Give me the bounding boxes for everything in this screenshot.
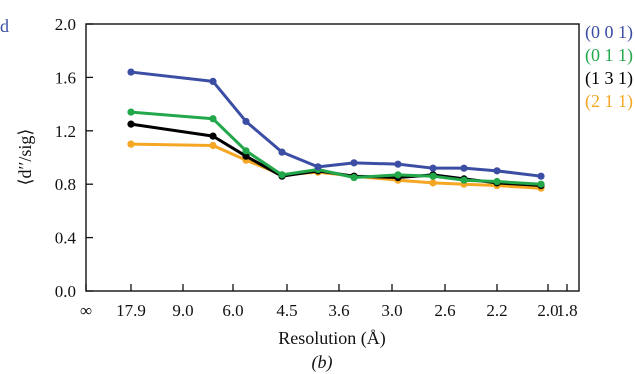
y-tick-label: 1.2: [55, 122, 76, 141]
data-point: [350, 173, 358, 182]
data-point: [314, 163, 322, 171]
x-tick-label: 17.9: [116, 301, 146, 320]
data-point: [209, 77, 217, 86]
x-tick-label: 3.6: [328, 301, 349, 320]
data-point: [209, 141, 217, 150]
data-point: [460, 176, 468, 184]
legend-entry: (0 1 1): [585, 45, 633, 66]
x-axis-label: Resolution (Å): [278, 328, 386, 349]
y-tick-label: 0.0: [55, 282, 76, 301]
x-axis: ∞ 17.9 9.0 6.0 4.5 3.6 3.0 2.6 2.2 2.01.8: [80, 284, 578, 320]
data-point: [493, 177, 501, 186]
legend-entry: (1 3 1): [585, 68, 633, 89]
y-tick-label: 2.0: [55, 15, 76, 34]
data-point: [127, 108, 135, 116]
data-point: [242, 147, 250, 155]
data-point: [537, 180, 545, 188]
x-tick-label: 4.5: [276, 301, 297, 320]
data-point: [242, 152, 250, 160]
data-point: [127, 140, 135, 148]
data-point: [278, 171, 286, 179]
panel-label: (b): [312, 352, 333, 373]
legend-entry: (2 1 1): [585, 91, 633, 112]
x-tick-label: 6.0: [222, 301, 243, 320]
data-point: [460, 164, 468, 172]
data-point: [429, 172, 437, 180]
data-point: [350, 159, 358, 167]
data-point: [242, 117, 250, 126]
data-point: [394, 171, 402, 179]
data-point: [278, 148, 286, 156]
x-tick-label: 1.8: [556, 301, 577, 320]
x-tick-label: 2.6: [434, 301, 455, 320]
y-axis-label: ⟨d′′/sig⟩: [15, 129, 35, 186]
data-point: [127, 68, 135, 76]
data-point: [209, 115, 217, 123]
y-axis: 0.0 0.4 0.8 1.2 1.6 2.0: [55, 15, 93, 301]
x-tick-label: 9.0: [172, 301, 193, 320]
series-line: [130, 122, 542, 188]
y-tick-label: 0.4: [55, 229, 77, 248]
series-layer: [127, 68, 545, 192]
x-tick-label: 3.0: [381, 301, 402, 320]
legend: (0 0 1)(0 1 1)(1 3 1)(2 1 1): [585, 22, 633, 112]
x-tick-label: ∞: [80, 301, 92, 320]
x-tick-label: 2.0: [537, 301, 558, 320]
data-point: [429, 164, 437, 172]
legend-entry: (0 0 1): [585, 22, 633, 43]
data-point: [429, 179, 437, 187]
data-point: [493, 167, 501, 175]
corner-label: d: [0, 16, 9, 36]
plot-frame: [85, 23, 580, 292]
x-tick-label: 2.2: [486, 301, 507, 320]
series-line: [130, 110, 542, 186]
y-tick-label: 1.6: [55, 68, 76, 87]
data-point: [209, 132, 217, 140]
data-point: [127, 120, 135, 128]
y-tick-label: 0.8: [55, 175, 76, 194]
data-point: [537, 172, 545, 180]
series-line: [130, 70, 542, 178]
data-point: [394, 160, 402, 168]
